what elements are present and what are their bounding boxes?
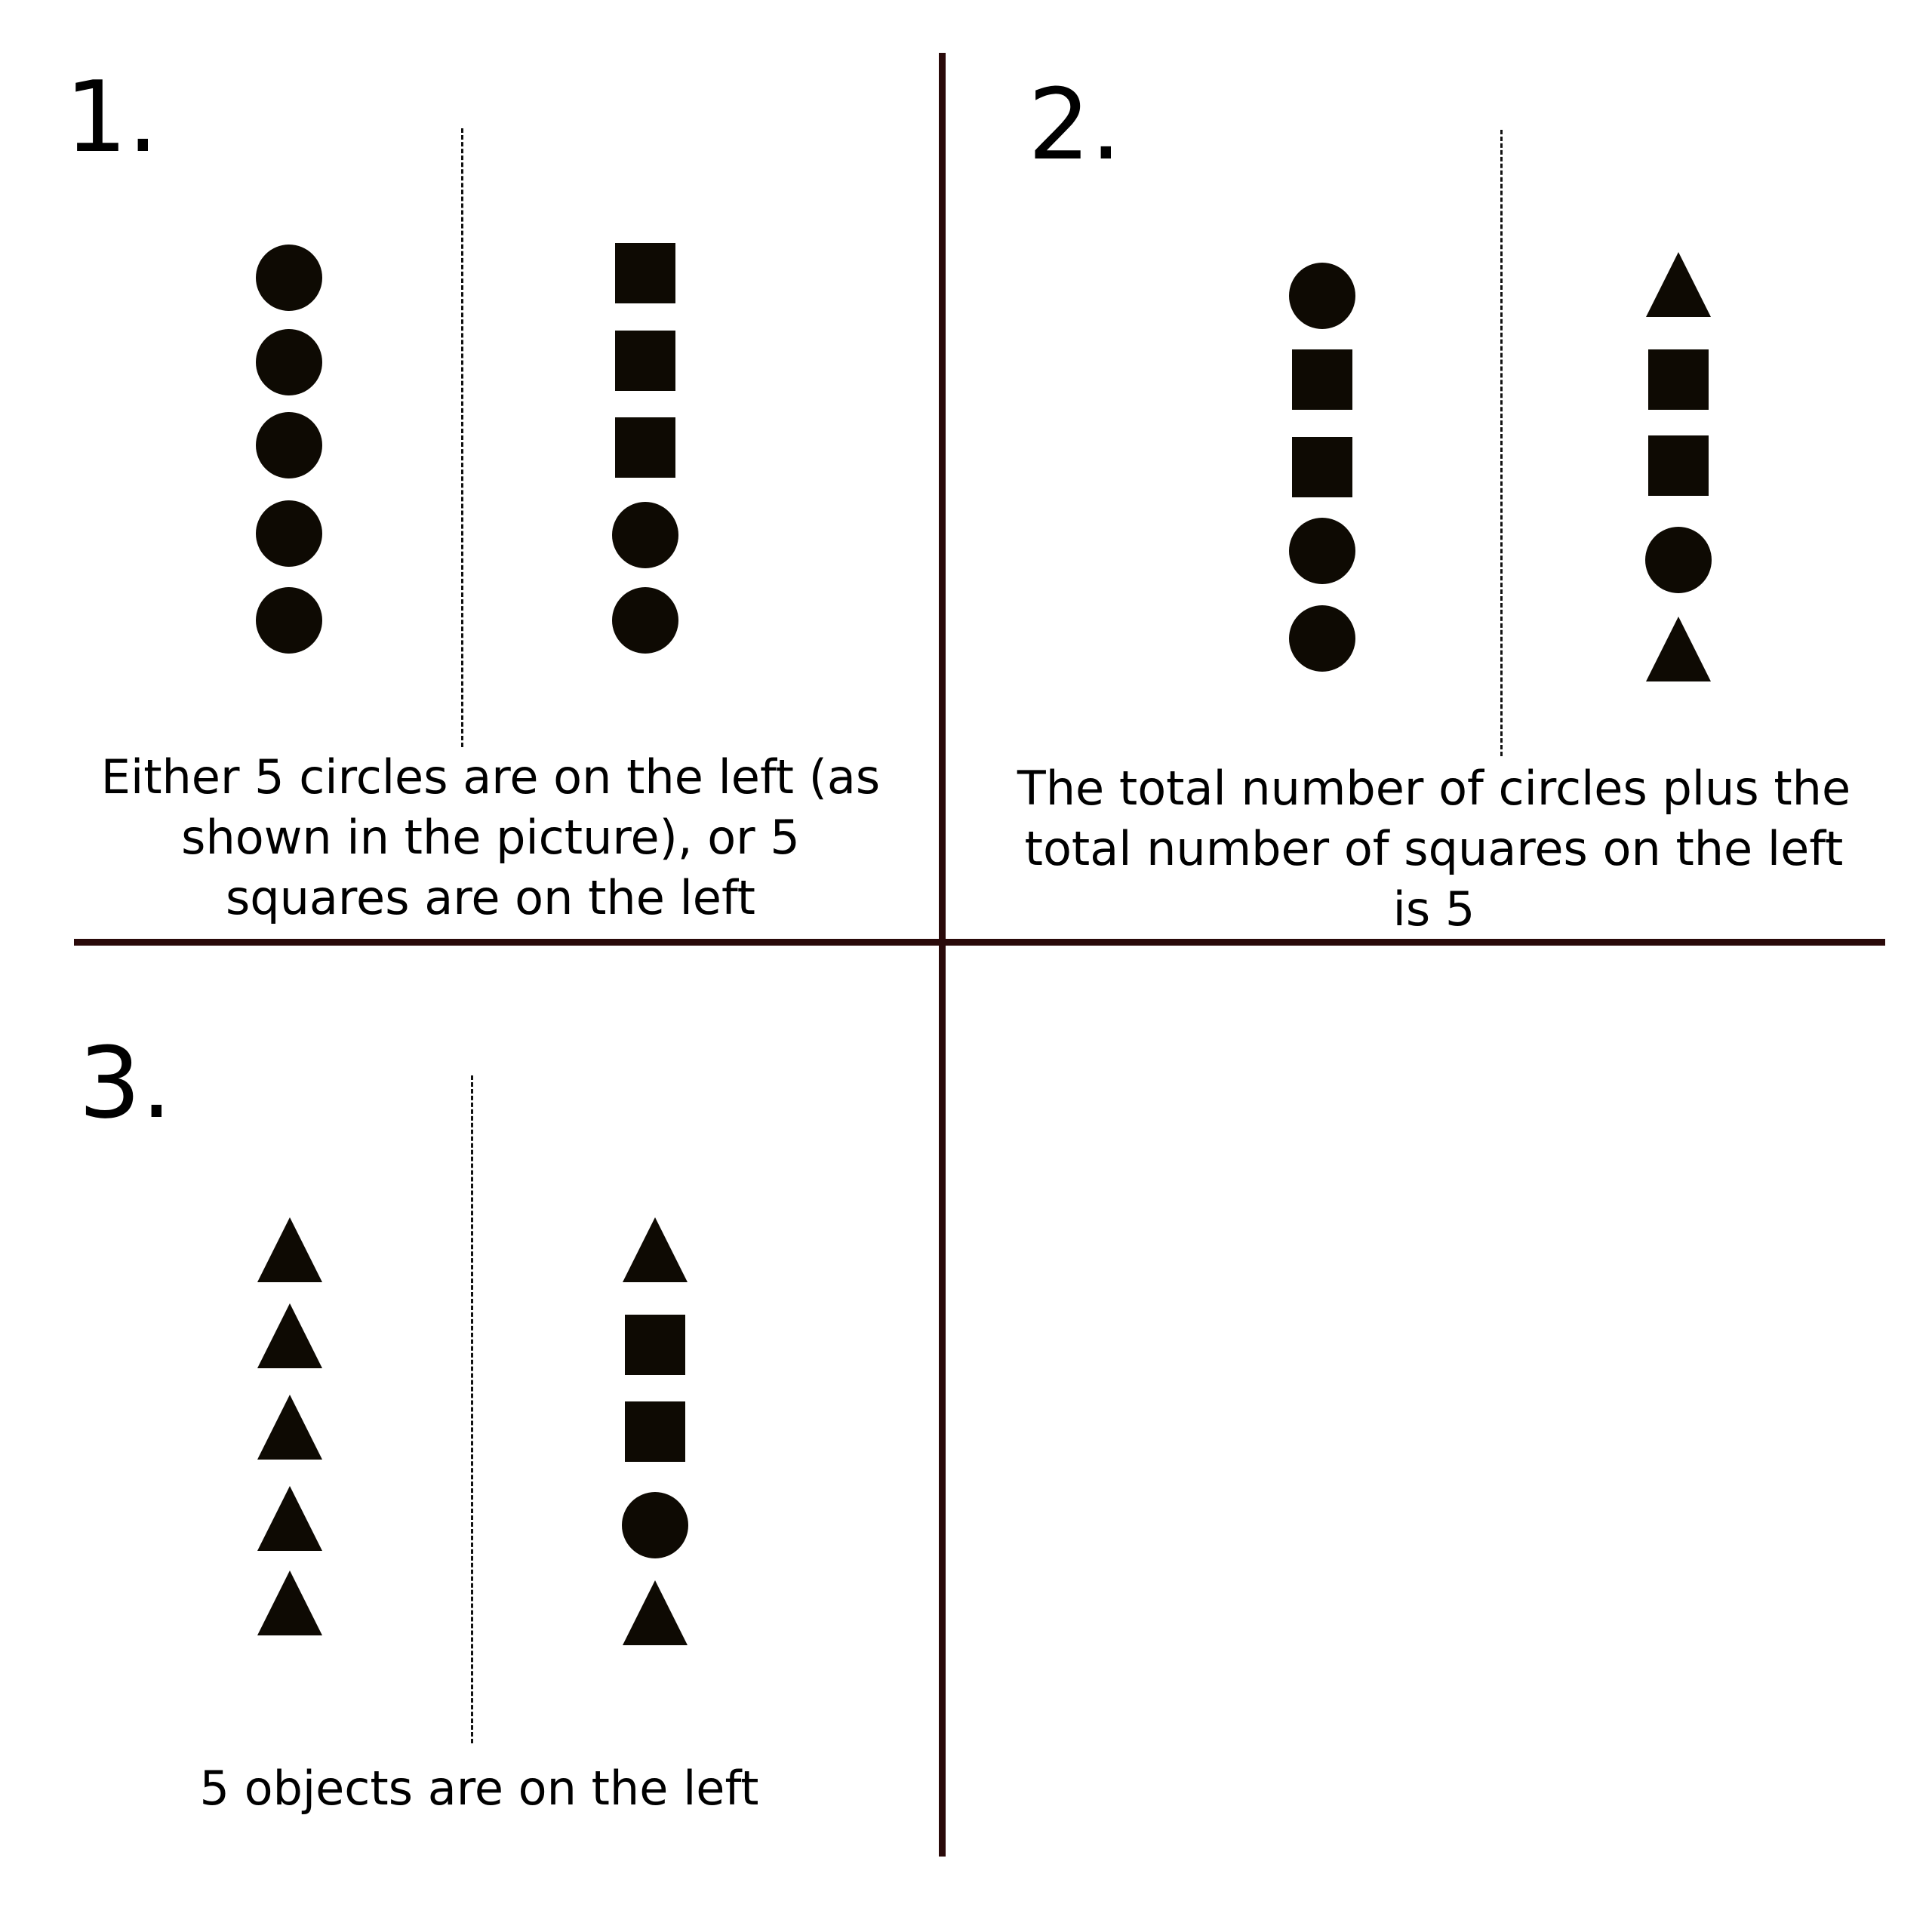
- circle-shape: [1289, 518, 1355, 584]
- dashed-separator: [471, 1075, 473, 1743]
- triangle-shape: [257, 1571, 322, 1635]
- triangle-shape: [1646, 617, 1711, 681]
- square-shape: [1292, 349, 1352, 410]
- square-shape: [1292, 437, 1352, 497]
- panel-number: 2.: [1028, 67, 1122, 182]
- triangle-shape: [257, 1303, 322, 1368]
- caption-line: squares are on the left: [225, 870, 755, 925]
- caption: The total number of circles plus the tot…: [966, 758, 1902, 940]
- square-shape: [615, 331, 675, 391]
- square-shape: [1648, 349, 1709, 410]
- caption-line: 5 objects are on the left: [199, 1761, 759, 1816]
- vertical-divider: [939, 53, 946, 1857]
- circle-shape: [256, 329, 322, 395]
- dashed-separator: [1500, 130, 1503, 756]
- dashed-separator: [461, 128, 463, 747]
- caption-line: The total number of circles plus the: [1017, 761, 1851, 816]
- horizontal-divider: [74, 939, 1885, 946]
- circle-shape: [256, 500, 322, 567]
- caption: 5 objects are on the left: [45, 1758, 913, 1819]
- circle-shape: [1289, 605, 1355, 672]
- square-shape: [1648, 435, 1709, 496]
- circle-shape: [256, 245, 322, 311]
- circle-shape: [612, 587, 678, 654]
- square-shape: [625, 1401, 685, 1462]
- circle-shape: [256, 412, 322, 478]
- panel-number: 3.: [78, 1026, 173, 1140]
- square-shape: [625, 1315, 685, 1375]
- panel-number: 1.: [65, 60, 159, 174]
- square-shape: [615, 243, 675, 303]
- caption-line: shown in the picture), or 5: [181, 810, 800, 865]
- triangle-shape: [257, 1395, 322, 1460]
- triangle-shape: [257, 1486, 322, 1551]
- circle-shape: [256, 587, 322, 654]
- circle-shape: [622, 1492, 688, 1558]
- circle-shape: [1289, 263, 1355, 329]
- triangle-shape: [623, 1217, 688, 1282]
- caption-line: is 5: [1392, 881, 1475, 937]
- caption: Either 5 circles are on the left (as sho…: [45, 747, 936, 928]
- triangle-shape: [257, 1217, 322, 1282]
- circle-shape: [612, 502, 678, 568]
- square-shape: [615, 417, 675, 478]
- caption-line: Either 5 circles are on the left (as: [100, 749, 881, 804]
- circle-shape: [1645, 527, 1712, 593]
- triangle-shape: [623, 1580, 688, 1645]
- caption-line: total number of squares on the left: [1024, 821, 1844, 876]
- triangle-shape: [1646, 252, 1711, 317]
